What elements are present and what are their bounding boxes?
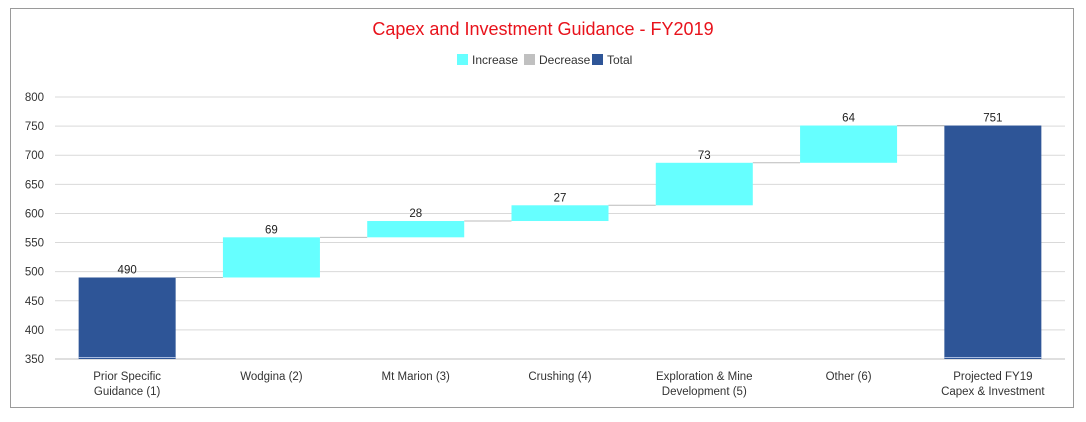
legend-label-increase: Increase [472,53,518,67]
legend-label-decrease: Decrease [539,53,591,67]
x-category-label: Development (5) [662,386,747,398]
x-category-label: Wodgina (2) [240,371,303,383]
legend-swatch-increase [457,54,468,65]
chart-title: Capex and Investment Guidance - FY2019 [372,19,713,39]
bars [78,125,1042,359]
x-category-label: Capex & Investment [941,386,1045,398]
y-tick-label: 600 [25,208,44,220]
y-tick-label: 700 [25,150,44,162]
legend-label-total: Total [607,53,632,67]
data-label: 73 [698,150,711,162]
chart-legend: Increase Decrease Total [457,53,632,67]
x-category-label: Projected FY19 [953,371,1032,383]
data-label: 64 [842,113,855,125]
legend-swatch-total [592,54,603,65]
bar-total [78,277,176,359]
connectors [175,125,945,278]
y-tick-label: 550 [25,238,44,250]
bar-increase [511,205,609,222]
y-tick-label: 800 [25,92,44,104]
x-axis: Prior Specific Guidance (1) Wodgina (2) Mt … [93,371,1045,398]
bar-increase [800,125,898,163]
y-tick-label: 750 [25,121,44,133]
gridlines [55,96,1065,360]
data-label: 751 [983,113,1002,125]
legend-swatch-decrease [524,54,535,65]
y-axis: 350 400 450 500 550 600 650 700 750 800 [25,92,44,366]
data-labels: 490 69 28 27 73 64 751 [118,113,1003,277]
y-tick-label: 500 [25,267,44,279]
data-label: 28 [409,208,422,220]
y-tick-label: 350 [25,354,44,366]
x-category-label: Other (6) [826,371,872,383]
data-label: 69 [265,224,278,236]
y-tick-label: 400 [25,325,44,337]
bar-increase [655,162,753,206]
bar-total [944,125,1042,359]
y-tick-label: 650 [25,179,44,191]
x-category-label: Prior Specific [93,371,161,383]
bar-increase [222,237,320,278]
y-tick-label: 450 [25,296,44,308]
data-label: 490 [118,264,137,276]
x-category-label: Guidance (1) [94,386,161,398]
x-category-label: Mt Marion (3) [382,371,451,383]
bar-increase [367,221,465,238]
x-category-label: Crushing (4) [528,371,591,383]
data-label: 27 [554,192,567,204]
x-category-label: Exploration & Mine [656,371,753,383]
